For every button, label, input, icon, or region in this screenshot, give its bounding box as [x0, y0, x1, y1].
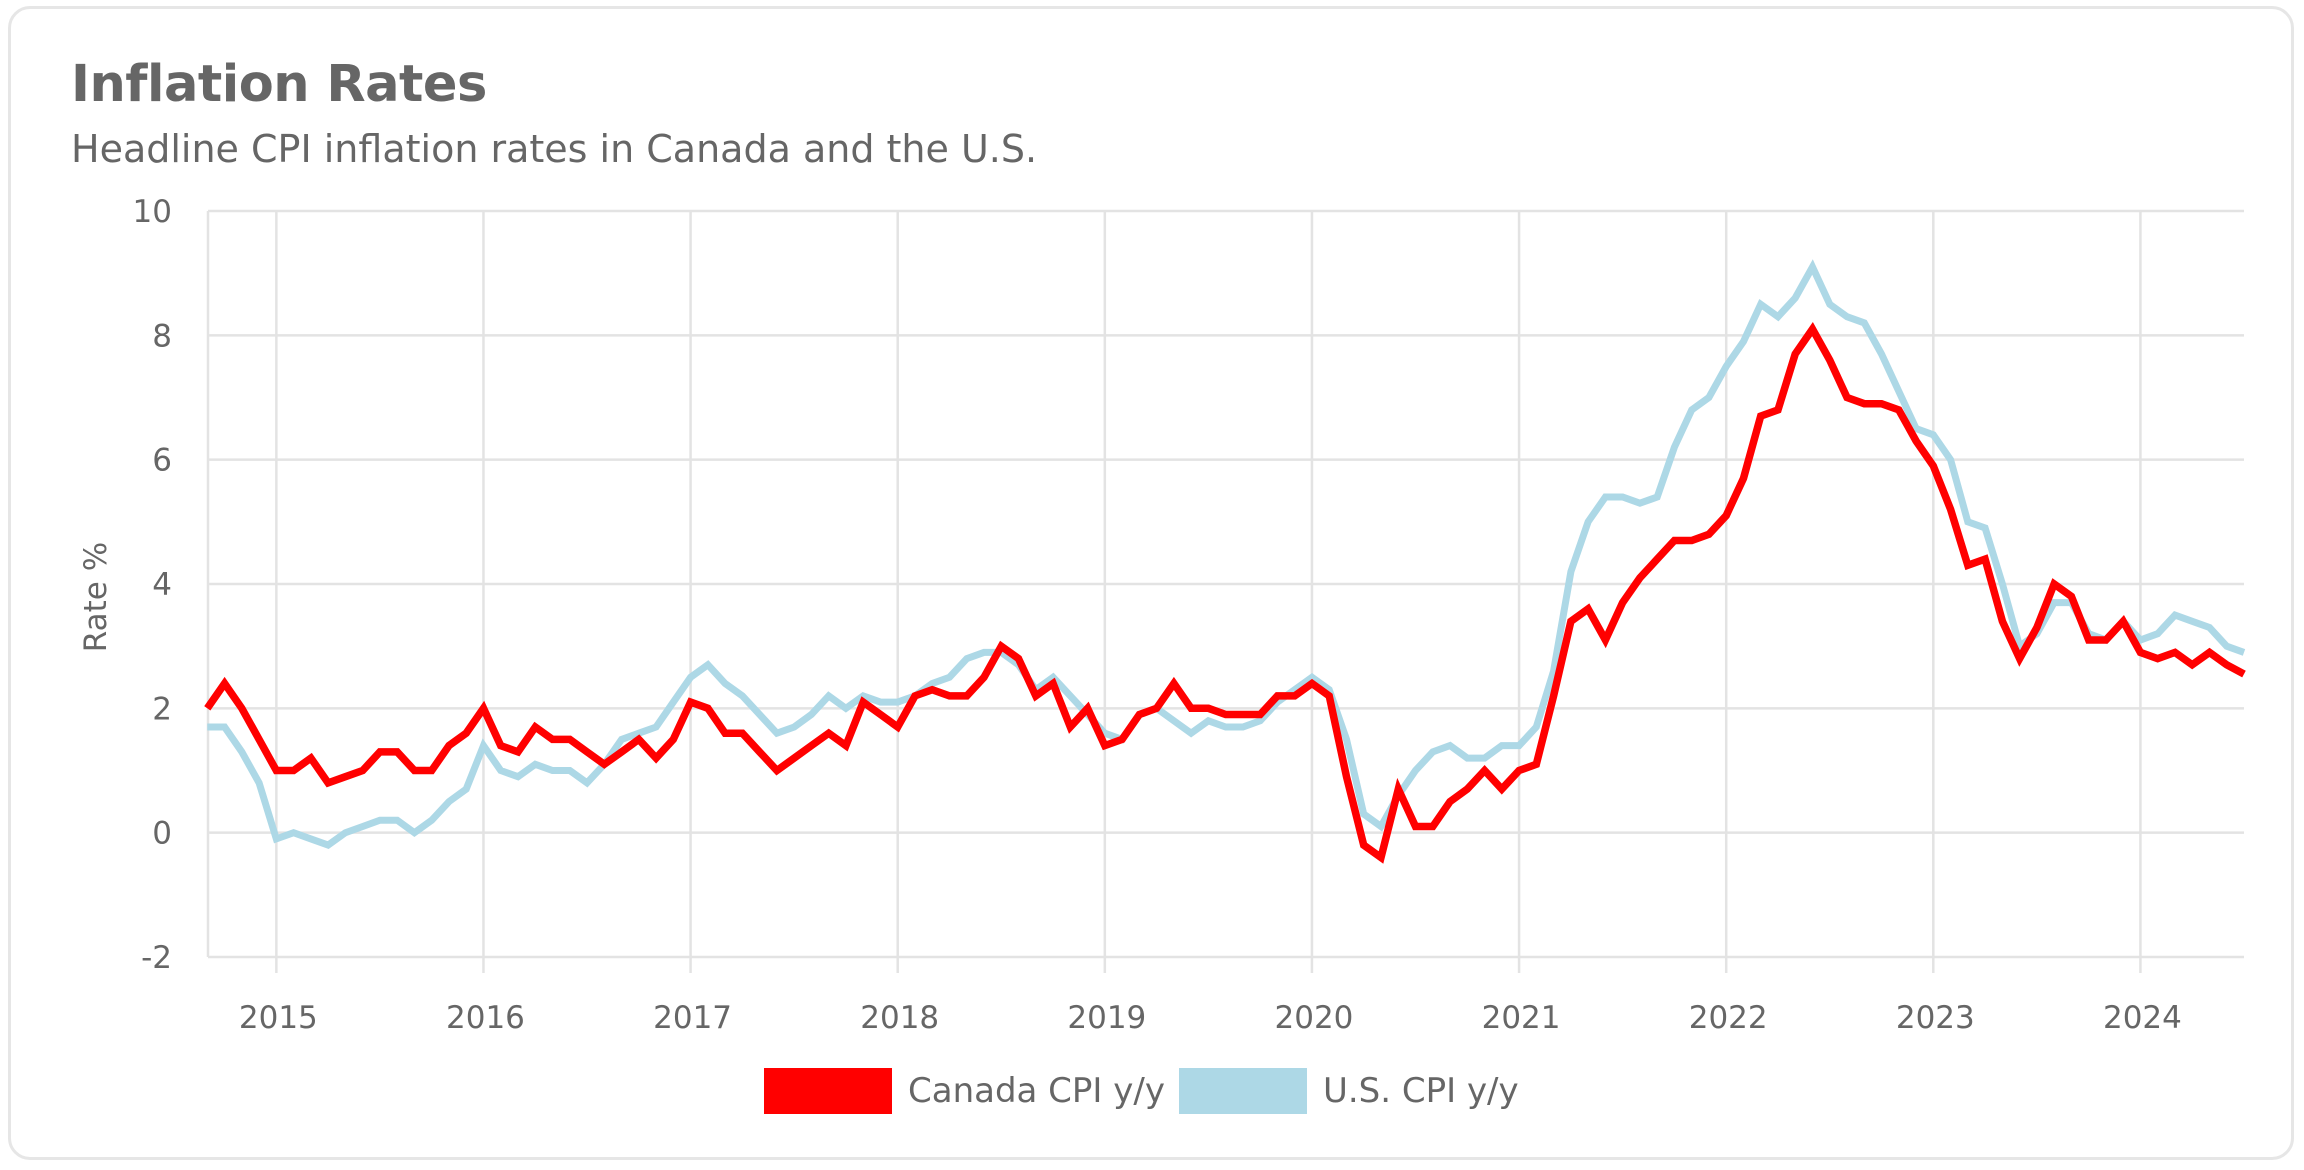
- x-axis-ticks: 2015 2016 2017 2018 2019 2020 2021 2022 2023 2024: [239, 1000, 2182, 1036]
- x-tick-label: 2017: [653, 1000, 732, 1036]
- x-tick-label: 2020: [1275, 1000, 1354, 1036]
- x-tick-label: 2021: [1482, 1000, 1561, 1036]
- series-line-us[interactable]: [207, 259, 2246, 850]
- series-line-canada[interactable]: [204, 322, 2246, 864]
- y-tick-label: 6: [152, 443, 172, 479]
- legend-item-us[interactable]: U.S. CPI y/y: [1178, 1068, 1519, 1114]
- y-axis-label: Rate %: [78, 542, 114, 652]
- x-tick-label: 2023: [1896, 1000, 1975, 1036]
- chart-title: Inflation Rates: [71, 55, 487, 114]
- legend-swatch-us: [1178, 1068, 1307, 1114]
- legend-item-canada[interactable]: Canada CPI y/y: [764, 1068, 1165, 1114]
- legend: Canada CPI y/y U.S. CPI y/y: [764, 1068, 1533, 1114]
- y-axis-ticks: -2 0 2 4 6 8 10: [133, 194, 172, 976]
- y-tick-label: 0: [152, 816, 172, 852]
- x-tick-label: 2019: [1067, 1000, 1146, 1036]
- y-tick-label: 4: [152, 567, 172, 603]
- legend-label-us: U.S. CPI y/y: [1322, 1071, 1519, 1111]
- chart-subtitle: Headline CPI inflation rates in Canada a…: [71, 127, 1038, 171]
- x-tick-label: 2015: [239, 1000, 318, 1036]
- x-tick-label: 2016: [446, 1000, 525, 1036]
- x-tick-label: 2022: [1689, 1000, 1768, 1036]
- x-tick-label: 2024: [2103, 1000, 2182, 1036]
- x-tick-label: 2018: [860, 1000, 939, 1036]
- y-tick-label: 2: [152, 691, 172, 727]
- legend-swatch-canada: [764, 1068, 892, 1114]
- y-tick-label: 10: [133, 194, 172, 230]
- series-lines: [204, 259, 2246, 864]
- legend-label-canada: Canada CPI y/y: [908, 1071, 1165, 1111]
- y-tick-label: -2: [141, 940, 172, 976]
- y-tick-label: 8: [152, 318, 172, 354]
- grid-lines: [206, 209, 2244, 973]
